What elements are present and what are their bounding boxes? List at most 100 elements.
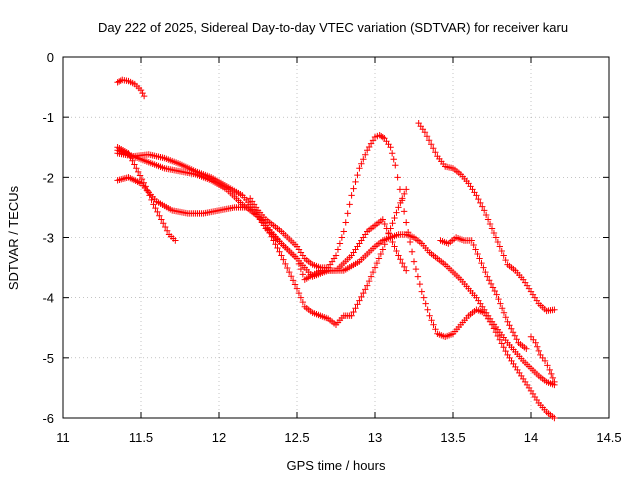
data-point bbox=[468, 237, 475, 244]
data-point bbox=[423, 133, 431, 140]
data-point bbox=[293, 255, 301, 262]
data-point bbox=[365, 143, 373, 151]
data-point bbox=[487, 280, 495, 288]
data-point bbox=[371, 264, 379, 271]
data-point bbox=[494, 238, 502, 246]
data-point bbox=[472, 246, 479, 253]
data-point bbox=[498, 304, 506, 312]
x-tick-label: 13.5 bbox=[440, 430, 465, 445]
data-point bbox=[490, 325, 498, 332]
data-point bbox=[163, 227, 171, 234]
data-point bbox=[391, 243, 398, 250]
data-point bbox=[509, 329, 517, 336]
series-track-d bbox=[114, 144, 179, 244]
data-point bbox=[475, 195, 482, 203]
data-point bbox=[133, 165, 140, 172]
data-point bbox=[160, 220, 167, 227]
data-point bbox=[497, 300, 504, 307]
data-point bbox=[152, 204, 159, 212]
data-point bbox=[489, 284, 497, 291]
data-point bbox=[381, 241, 388, 248]
y-tick-label: 0 bbox=[47, 50, 54, 65]
y-axis-label: SDTVAR / TECUs bbox=[6, 185, 21, 290]
data-point bbox=[421, 129, 429, 136]
data-point bbox=[395, 252, 402, 259]
data-point bbox=[362, 286, 369, 293]
data-point bbox=[488, 321, 496, 328]
data-point bbox=[390, 156, 397, 163]
data-point bbox=[360, 289, 367, 297]
data-point bbox=[403, 219, 410, 226]
data-point bbox=[272, 241, 279, 248]
data-point bbox=[146, 192, 153, 199]
data-point bbox=[502, 256, 509, 264]
data-point bbox=[535, 347, 542, 355]
data-point bbox=[492, 329, 500, 336]
y-tick-label: -3 bbox=[42, 231, 54, 246]
data-point bbox=[401, 263, 408, 271]
data-point bbox=[480, 264, 487, 271]
data-point bbox=[367, 140, 375, 147]
data-point bbox=[428, 317, 435, 324]
data-point bbox=[289, 277, 297, 284]
data-point bbox=[365, 277, 373, 285]
data-point bbox=[513, 336, 520, 343]
data-point bbox=[364, 147, 371, 154]
data-point bbox=[134, 168, 142, 176]
data-point bbox=[424, 306, 431, 313]
data-point bbox=[340, 228, 347, 235]
data-point bbox=[293, 285, 301, 292]
data-point bbox=[137, 86, 145, 94]
data-point bbox=[362, 151, 369, 158]
data-point bbox=[488, 225, 496, 232]
data-point bbox=[280, 256, 287, 263]
x-tick-label: 14.5 bbox=[596, 430, 621, 445]
data-point bbox=[334, 246, 342, 253]
data-point bbox=[420, 294, 427, 301]
series-track-i bbox=[527, 333, 558, 386]
data-point bbox=[127, 153, 134, 161]
data-point bbox=[375, 255, 383, 262]
y-tick-label: -1 bbox=[42, 110, 54, 125]
data-point bbox=[348, 312, 355, 319]
data-point bbox=[140, 92, 148, 100]
data-point bbox=[491, 287, 499, 295]
data-point bbox=[282, 260, 289, 268]
data-point bbox=[500, 309, 508, 316]
data-point bbox=[430, 145, 437, 152]
data-point bbox=[496, 336, 503, 343]
x-tick-label: 11.5 bbox=[129, 430, 153, 445]
data-point bbox=[344, 210, 351, 217]
data-point bbox=[397, 256, 404, 263]
data-point bbox=[144, 187, 151, 195]
data-point bbox=[354, 171, 361, 179]
data-point bbox=[523, 345, 530, 353]
data-point bbox=[342, 219, 349, 226]
data-point bbox=[332, 252, 340, 259]
y-tick-label: -2 bbox=[42, 170, 54, 185]
series-track-f bbox=[247, 132, 558, 422]
x-tick-label: 11 bbox=[56, 430, 70, 445]
data-point bbox=[268, 233, 275, 240]
data-point bbox=[425, 137, 433, 144]
data-point bbox=[358, 293, 365, 301]
data-point bbox=[336, 240, 344, 247]
data-point bbox=[492, 234, 500, 241]
data-point bbox=[485, 277, 493, 284]
data-point bbox=[427, 141, 435, 148]
y-tick-label: -6 bbox=[42, 411, 54, 426]
data-point bbox=[131, 161, 138, 168]
data-point bbox=[403, 186, 410, 193]
data-point bbox=[401, 190, 408, 198]
data-point bbox=[274, 244, 281, 252]
data-point bbox=[148, 196, 155, 204]
data-point bbox=[482, 211, 490, 219]
data-point bbox=[502, 314, 509, 321]
data-point bbox=[500, 252, 507, 259]
data-point bbox=[418, 288, 425, 295]
data-point bbox=[477, 199, 484, 207]
data-point bbox=[500, 344, 507, 351]
data-point bbox=[502, 347, 509, 355]
data-point bbox=[369, 137, 377, 144]
